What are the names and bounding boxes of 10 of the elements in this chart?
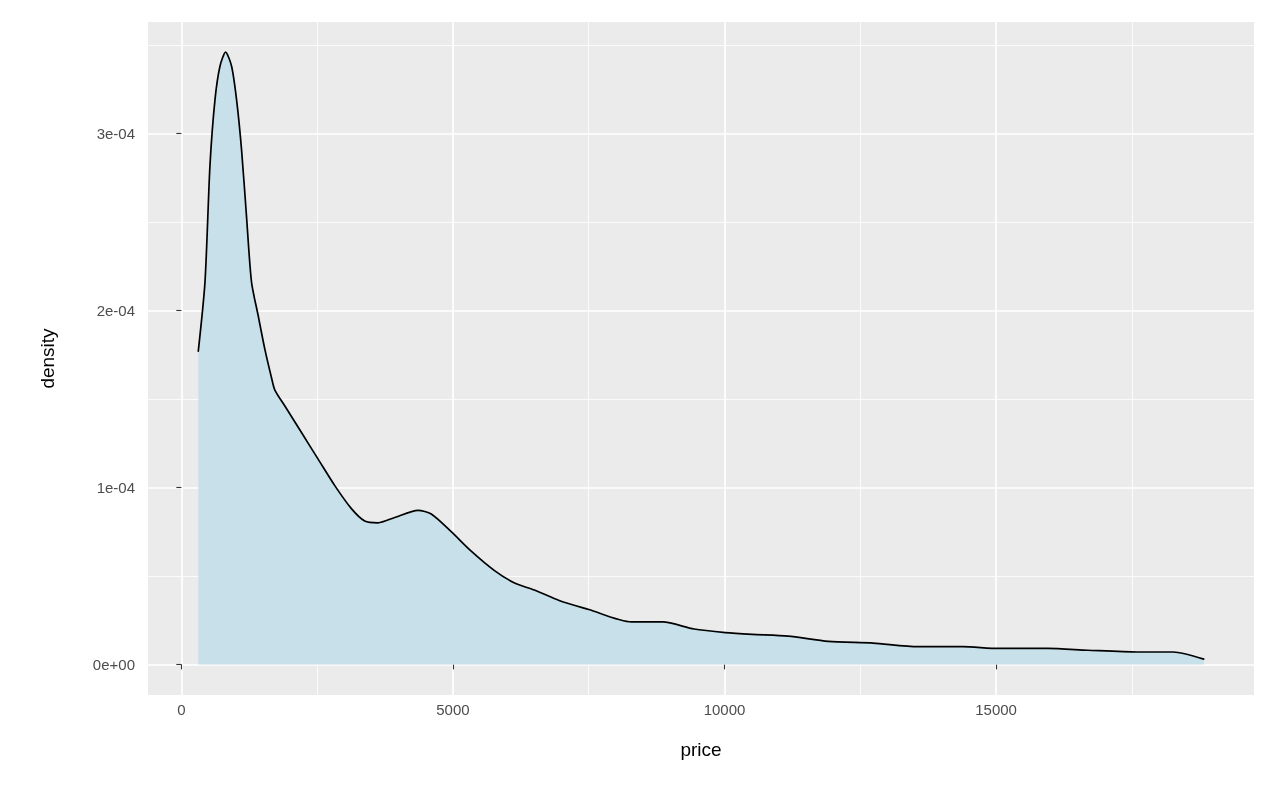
x-tick-label: 10000 [703, 701, 746, 718]
x-tick-label: 0 [177, 701, 186, 718]
y-tick-label: 3e-04 [96, 124, 135, 142]
y-axis-title: density [37, 327, 58, 389]
y-tick-label: 2e-04 [96, 301, 135, 319]
x-tick-label: 15000 [975, 701, 1017, 718]
x-axis-title: price [680, 739, 722, 760]
y-tick-label: 0e+00 [92, 655, 135, 673]
x-tick-label: 5000 [436, 701, 470, 718]
y-tick-label: 1e-04 [96, 478, 135, 496]
